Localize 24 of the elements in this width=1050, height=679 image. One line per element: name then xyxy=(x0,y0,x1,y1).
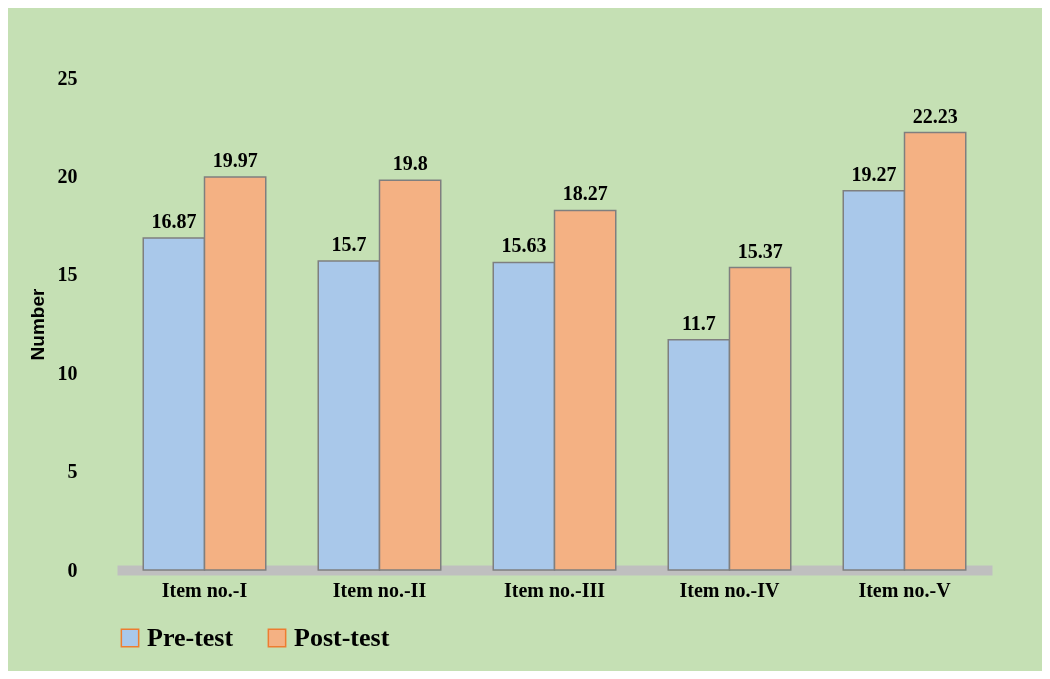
data-label: 18.27 xyxy=(562,182,608,205)
legend-label: Pre-test xyxy=(147,623,234,652)
y-tick-label: 10 xyxy=(57,361,78,384)
data-label: 19.27 xyxy=(851,162,897,185)
y-tick-label: 20 xyxy=(57,164,78,187)
data-label: 15.63 xyxy=(501,234,547,257)
y-tick-label: 25 xyxy=(57,66,78,89)
data-label: 19.97 xyxy=(212,148,258,171)
x-tick-label: Item no.-III xyxy=(503,578,606,601)
x-tick-label: Item no.-I xyxy=(161,578,248,601)
data-label: 22.23 xyxy=(912,104,958,127)
data-label: 11.7 xyxy=(681,311,716,334)
x-tick-label: Item no.-IV xyxy=(679,578,781,601)
data-label: 19.8 xyxy=(392,152,428,175)
data-label: 15.37 xyxy=(737,239,783,262)
y-tick-label: 0 xyxy=(67,558,78,581)
x-tick-label: Item no.-V xyxy=(858,578,952,601)
x-tick-label: Item no.-II xyxy=(332,578,427,601)
data-label: 15.7 xyxy=(331,233,367,256)
y-axis-title: Number xyxy=(26,288,48,361)
legend-label: Post-test xyxy=(294,623,390,652)
y-tick-label: 15 xyxy=(57,263,78,286)
y-tick-label: 5 xyxy=(67,460,78,483)
data-label: 16.87 xyxy=(151,210,197,232)
